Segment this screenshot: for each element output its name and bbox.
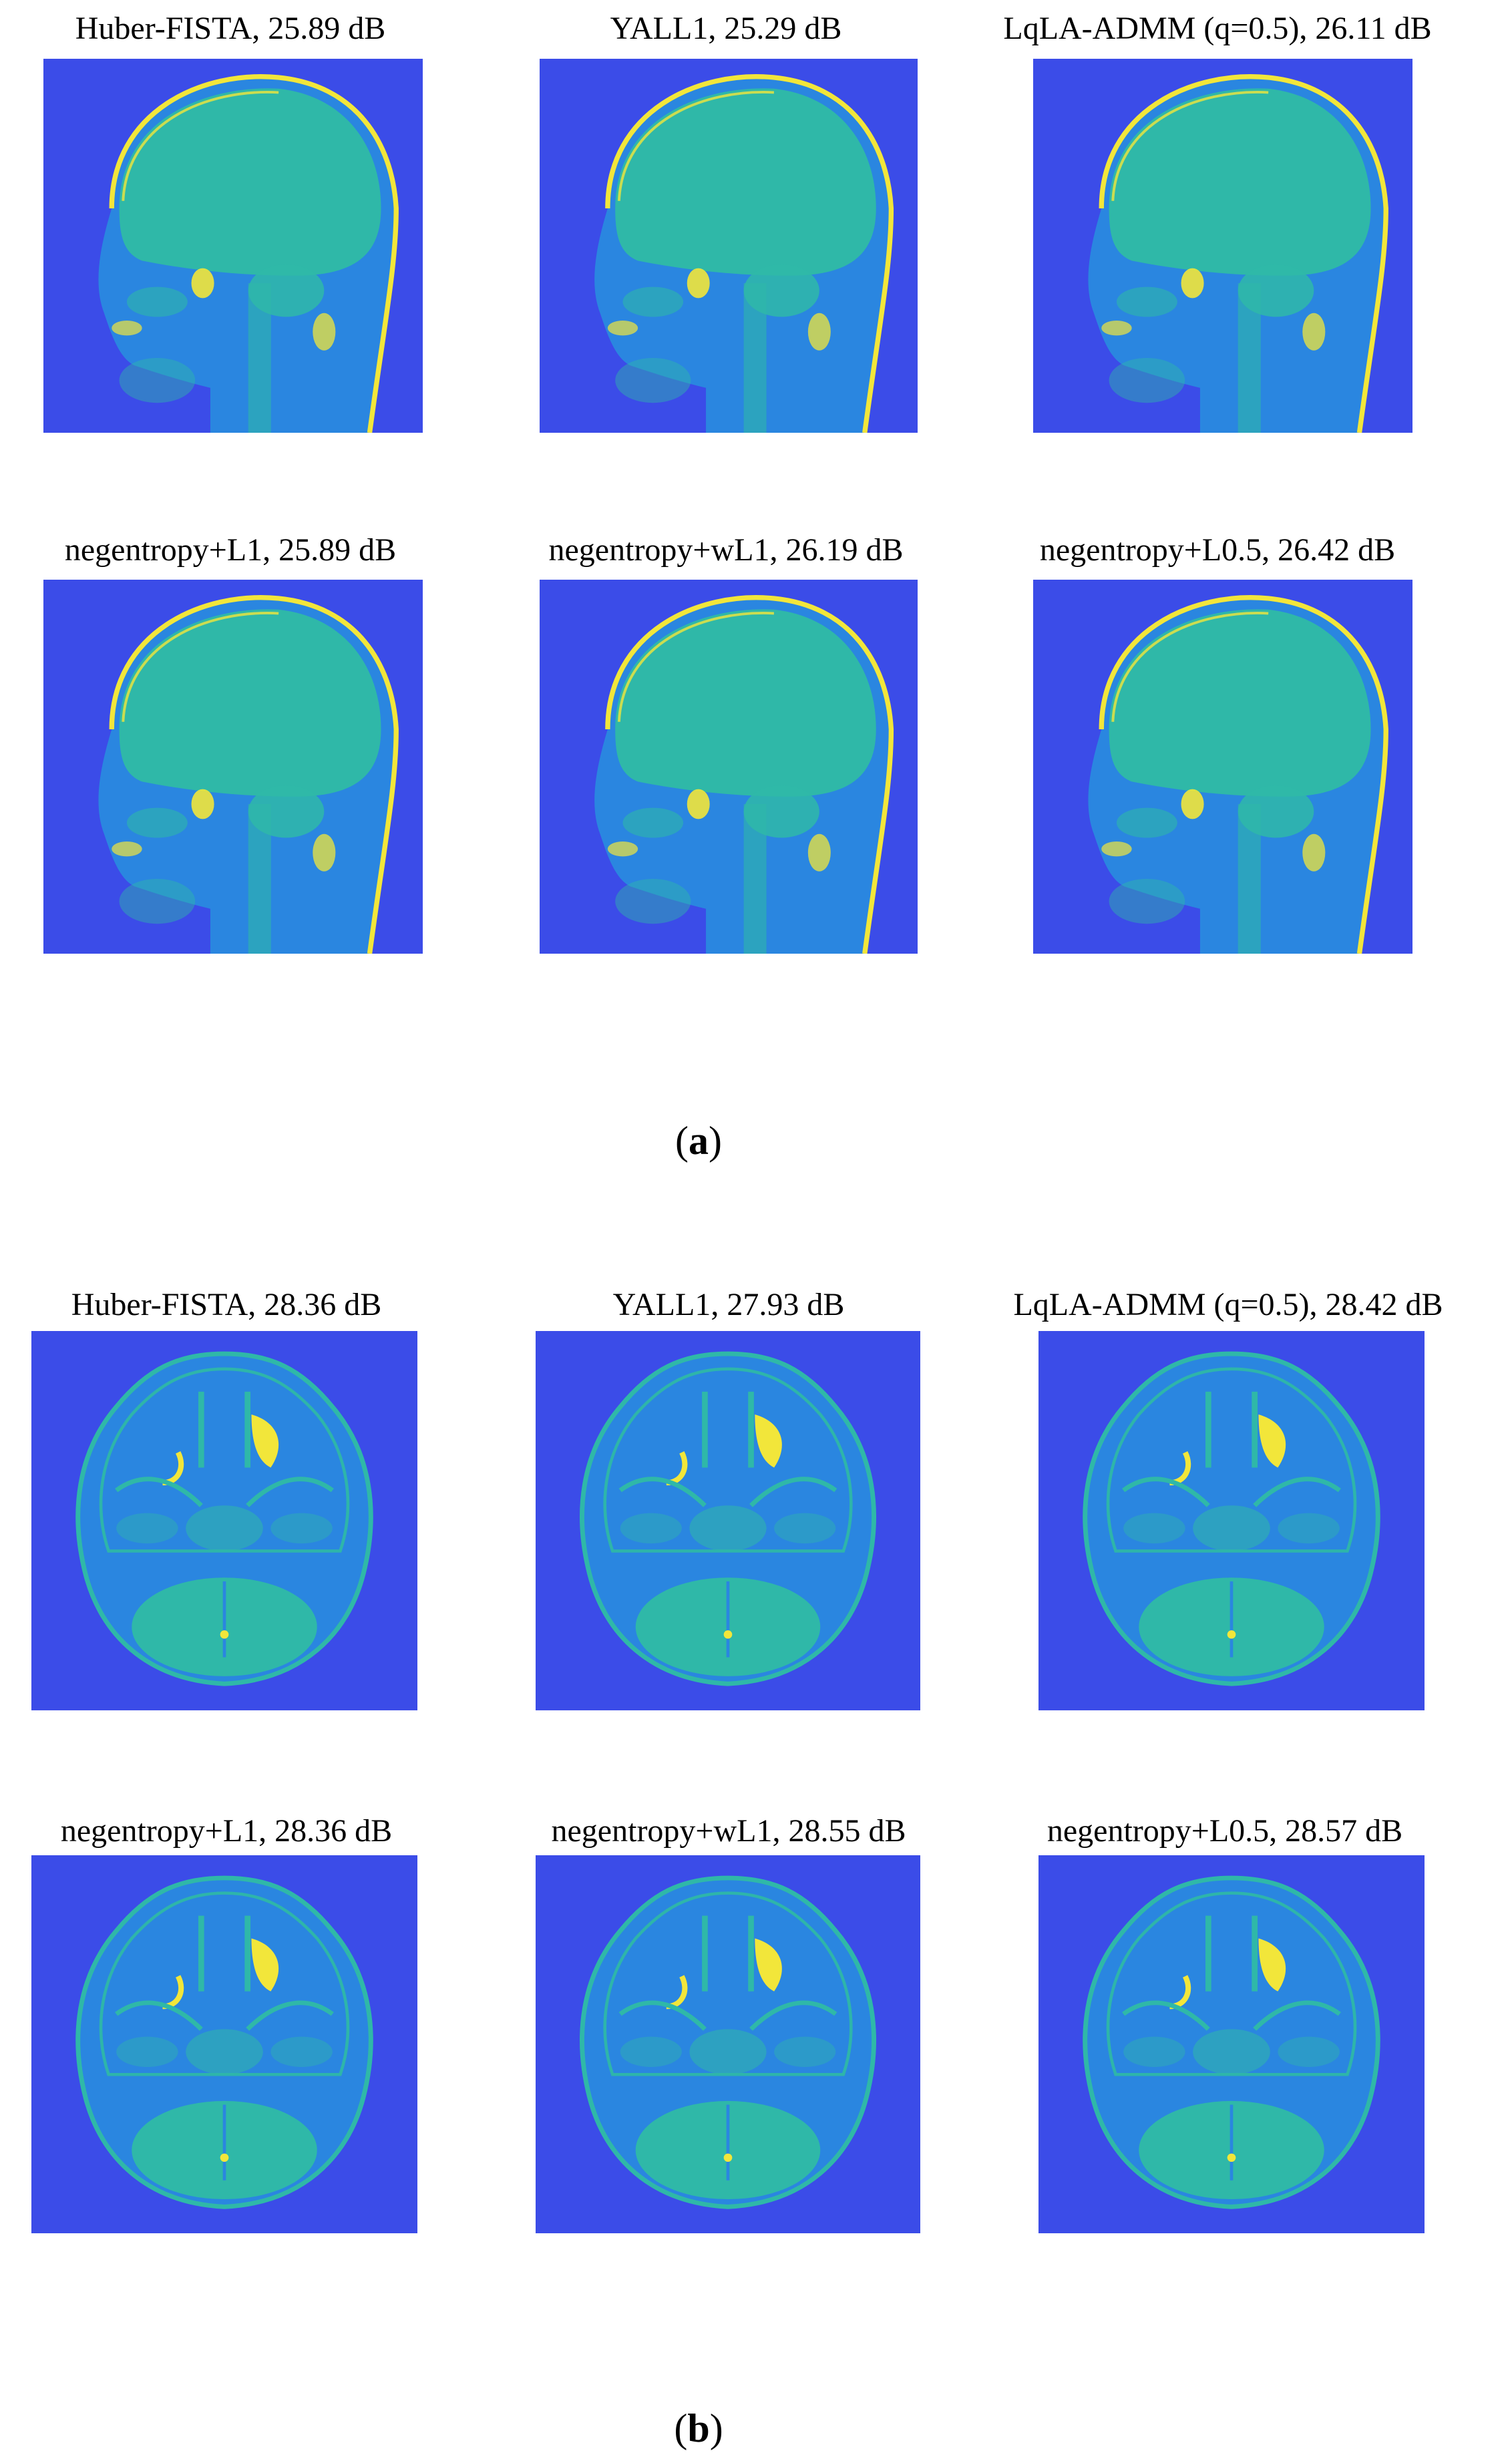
axial-mri-image <box>1038 1331 1425 1710</box>
sagittal-mri-image <box>1033 59 1412 433</box>
panel-title: negentropy+L1, 25.89 dB <box>64 532 397 568</box>
figure-caption-a: (a) <box>675 1119 722 1163</box>
sagittal-mri-image <box>540 580 918 954</box>
panel-title: Huber-FISTA, 28.36 dB <box>71 1287 382 1322</box>
panel-title: negentropy+wL1, 26.19 dB <box>548 532 904 568</box>
panel-title: YALL1, 25.29 dB <box>610 11 842 46</box>
axial-mri-image <box>1038 1855 1425 2233</box>
sagittal-mri-image <box>43 59 423 433</box>
sagittal-mri-image <box>43 580 423 954</box>
panel-title: negentropy+L1, 28.36 dB <box>60 1813 393 1849</box>
panel-title: negentropy+L0.5, 26.42 dB <box>1039 532 1396 568</box>
axial-mri-image <box>31 1331 417 1710</box>
panel-title: negentropy+wL1, 28.55 dB <box>551 1813 906 1849</box>
axial-mri-image <box>536 1331 920 1710</box>
panel-title: LqLA-ADMM (q=0.5), 28.42 dB <box>1013 1287 1443 1322</box>
panel-title: YALL1, 27.93 dB <box>612 1287 845 1322</box>
axial-mri-image <box>31 1855 417 2233</box>
sagittal-mri-image <box>1033 580 1412 954</box>
panel-title: negentropy+L0.5, 28.57 dB <box>1047 1813 1403 1849</box>
figure-caption-b: (b) <box>674 2406 723 2450</box>
panel-title: LqLA-ADMM (q=0.5), 26.11 dB <box>1003 11 1432 46</box>
sagittal-mri-image <box>540 59 918 433</box>
panel-title: Huber-FISTA, 25.89 dB <box>75 11 386 46</box>
axial-mri-image <box>536 1855 920 2233</box>
